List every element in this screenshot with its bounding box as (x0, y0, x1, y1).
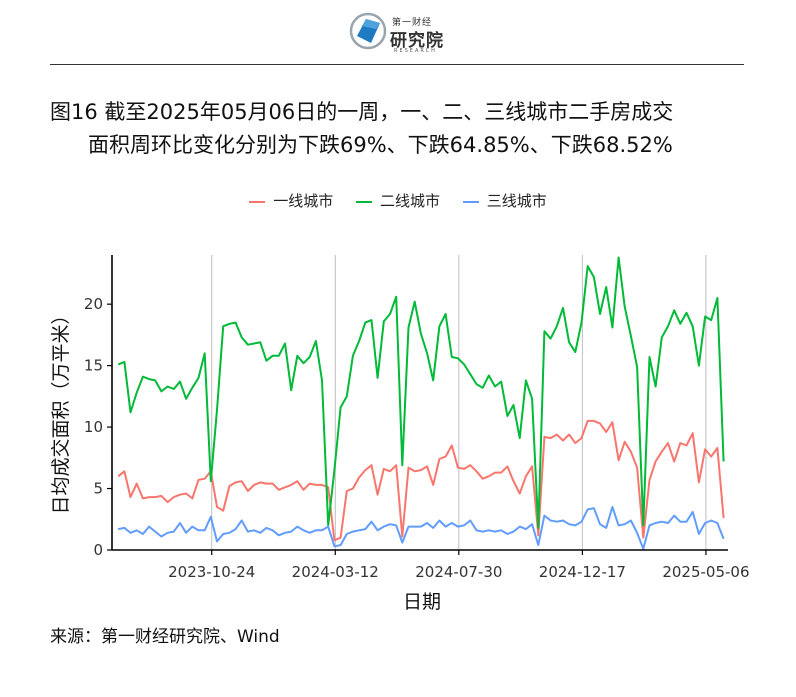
legend-label-tier2: 二线城市 (379, 192, 440, 210)
x-tick-label: 2025-05-06 (662, 563, 749, 581)
logo-small-text: 第一财经 (392, 18, 433, 28)
y-tick-label: 0 (93, 541, 103, 559)
legend-item-tier1: 一线城市 (249, 190, 333, 211)
figure-title: 图16 截至2025年05月06日的一周，一、二、三线城市二手房成交 面积周环比… (50, 96, 760, 162)
research-institute-logo: 第一财经 研究院 RESEARCH (348, 10, 458, 54)
series-line-tier1 (117, 419, 725, 542)
legend-swatch-tier3 (462, 200, 479, 203)
x-axis-title: 日期 (403, 591, 441, 613)
x-tick-label: 2024-12-17 (539, 563, 626, 581)
logo-emblem-icon (349, 12, 387, 50)
x-tick-label: 2024-03-12 (292, 563, 379, 581)
axis-layer: 0 5 10 15 20 2023-10-24 2024-03-12 2024-07-30 20… (84, 255, 750, 581)
y-tick-label: 15 (84, 357, 103, 375)
series-line-tier2 (117, 256, 725, 529)
y-tick-label: 10 (84, 418, 103, 436)
legend-item-tier3: 三线城市 (462, 190, 547, 211)
legend-swatch-tier1 (249, 200, 266, 203)
logo-tiny-text: RESEARCH (394, 48, 437, 54)
legend-label-tier1: 一线城市 (273, 192, 334, 210)
header-divider (50, 64, 744, 65)
series-layer (117, 256, 725, 550)
legend-swatch-tier2 (355, 200, 372, 203)
figure-title-line-2: 面积周环比变化分别为下跌69%、下跌64.85%、下跌68.52% (88, 133, 673, 157)
grid-layer (211, 255, 707, 550)
series-line-tier3 (118, 506, 725, 550)
y-axis-title: 日均成交面积（万平米） (50, 305, 72, 514)
x-tick-label: 2023-10-24 (168, 563, 255, 581)
y-tick-label: 20 (84, 295, 103, 313)
figure-title-line-1: 图16 截至2025年05月06日的一周，一、二、三线城市二手房成交 (50, 100, 674, 124)
y-tick-label: 5 (93, 480, 103, 498)
x-tick-label: 2024-07-30 (415, 563, 502, 581)
chart-legend: 一线城市 二线城市 三线城市 (0, 190, 796, 211)
legend-label-tier3: 三线城市 (486, 192, 547, 210)
logo-main-text: 研究院 (390, 31, 444, 51)
source-note: 来源：第一财经研究院、Wind (50, 627, 280, 647)
legend-item-tier2: 二线城市 (355, 190, 440, 211)
